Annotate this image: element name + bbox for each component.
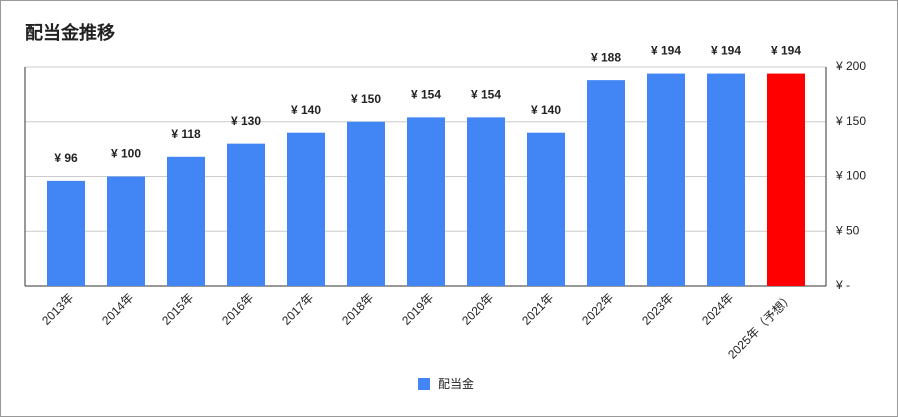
y-tick-label: ¥ 50 [835, 223, 860, 237]
bar [527, 132, 565, 286]
bar [47, 180, 85, 286]
chart-title: 配当金推移 [25, 22, 115, 43]
value-label: ¥ 118 [171, 127, 201, 141]
bar [227, 143, 265, 286]
legend-swatch [418, 378, 430, 390]
bar [107, 176, 145, 286]
bar [467, 117, 505, 287]
value-label: ¥ 194 [711, 44, 741, 58]
y-tick-label: ¥ 200 [835, 59, 866, 73]
bar [407, 117, 445, 287]
value-label: ¥ 194 [651, 44, 681, 58]
bar [167, 156, 205, 286]
value-label: ¥ 140 [531, 103, 561, 117]
value-label: ¥ 150 [351, 92, 381, 106]
value-label: ¥ 130 [231, 114, 261, 128]
y-tick-label: ¥ 100 [835, 169, 866, 183]
value-label: ¥ 188 [591, 50, 621, 64]
legend-label: 配当金 [438, 376, 474, 391]
value-label: ¥ 140 [291, 103, 321, 117]
bar [647, 73, 685, 286]
bar [347, 121, 385, 286]
y-tick-label: ¥ 150 [835, 114, 866, 128]
value-label: ¥ 154 [471, 88, 501, 102]
value-label: ¥ 96 [54, 151, 78, 165]
bar [287, 132, 325, 286]
bar [587, 80, 625, 286]
bar [707, 73, 745, 286]
value-label: ¥ 154 [411, 88, 441, 102]
value-label: ¥ 100 [111, 147, 141, 161]
value-label: ¥ 194 [771, 44, 801, 58]
bar [767, 73, 805, 286]
y-tick-label: ¥ - [835, 278, 850, 292]
